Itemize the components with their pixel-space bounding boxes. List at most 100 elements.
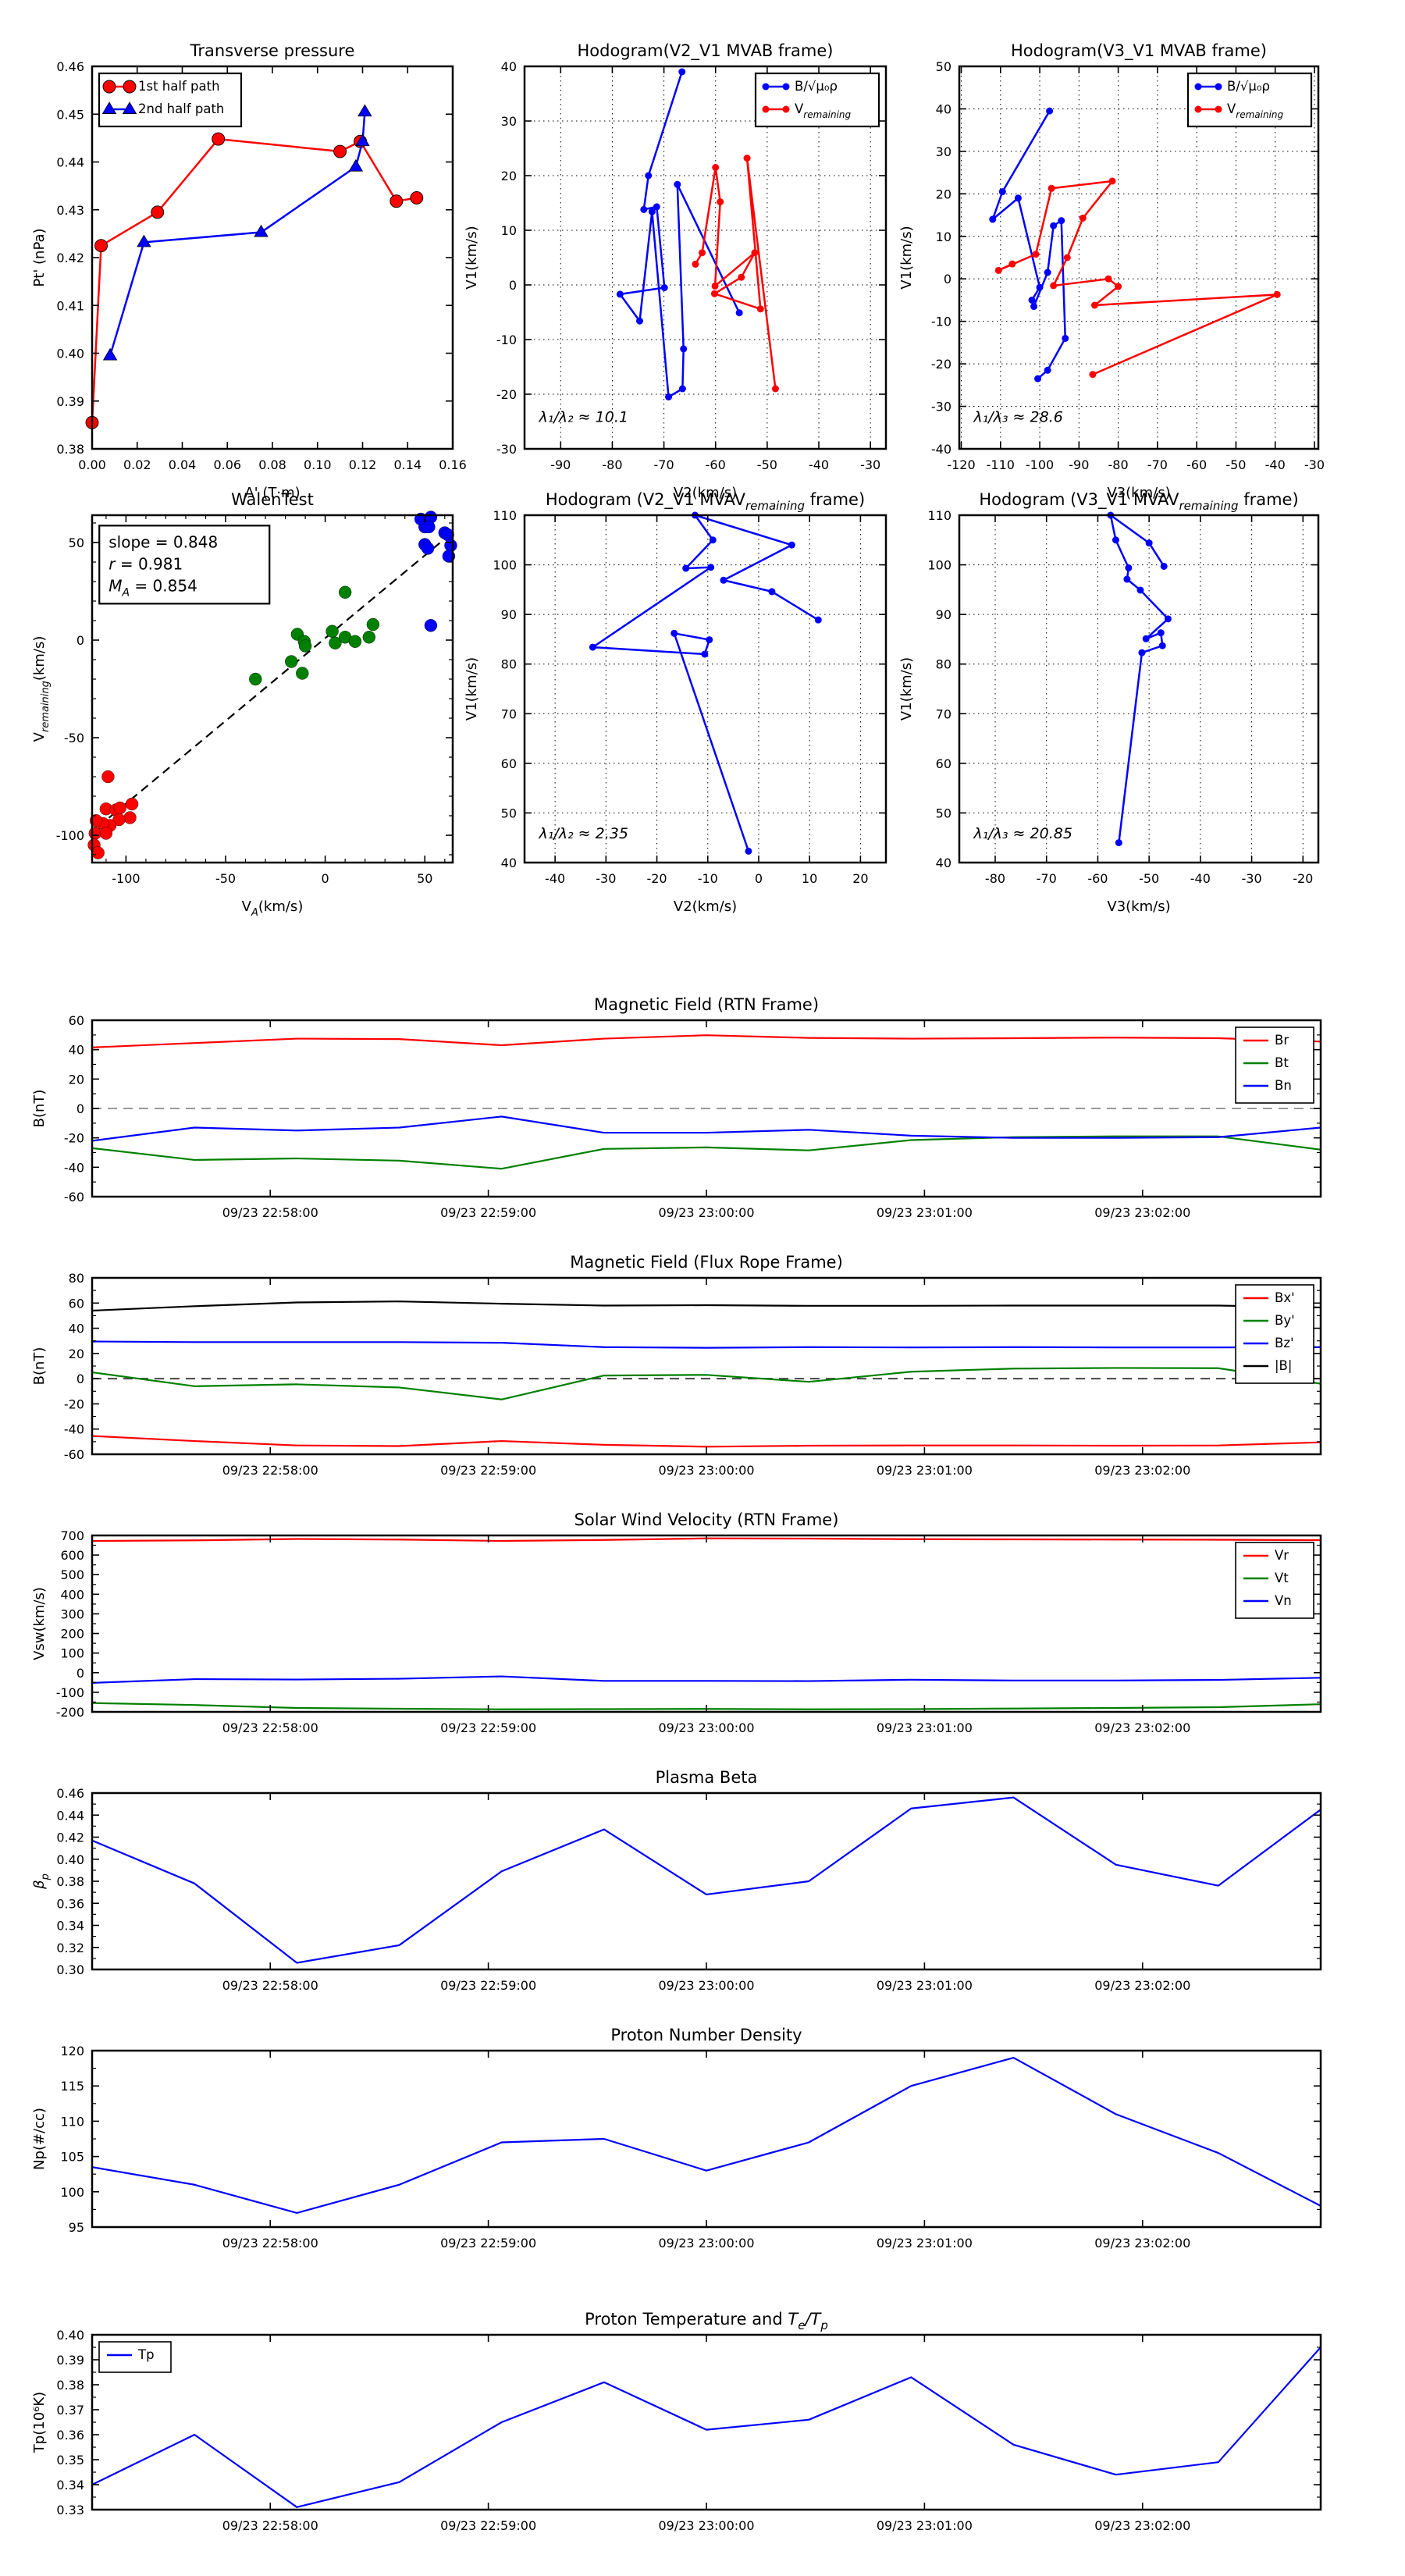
dot-marker	[788, 541, 795, 549]
chart-svg: -120 -110 -100 -90 -80 -70 -60 -50 -40 -30-40-30-…	[898, 41, 1325, 501]
y-tick-label: 80	[501, 657, 517, 672]
dot-marker	[1215, 83, 1222, 91]
x-tick-label: -40	[809, 457, 829, 472]
scatter-marker	[123, 811, 137, 824]
x-tick-label: -20	[646, 871, 667, 886]
legend-box	[754, 72, 880, 128]
y-tick-label: 40	[501, 856, 517, 870]
dot-marker	[1050, 282, 1058, 290]
chart-title: Proton Temperature and Te/Tp	[585, 2310, 828, 2332]
x-tick-label: 09/23 23:02:00	[1094, 2518, 1190, 2533]
y-tick-label: 0.41	[56, 298, 84, 313]
x-tick-label: -70	[654, 457, 674, 472]
dot-marker	[665, 393, 673, 400]
y-tick-label: 0	[509, 278, 517, 293]
x-tick-label: 09/23 23:00:00	[658, 2236, 754, 2250]
x-tick-label: -50	[215, 871, 236, 886]
y-tick-label: 80	[936, 657, 951, 672]
dot-marker	[1108, 177, 1116, 185]
dot-marker	[1032, 251, 1040, 258]
x-axis-label: V3(km/s)	[1107, 485, 1170, 501]
panel-plasma-beta: 09/23 22:58:00 09/23 22:59:00 09/23 23:00:…	[14, 1754, 1405, 2033]
legend-label: |B|	[1275, 1358, 1292, 1373]
dot-marker	[1115, 839, 1122, 847]
x-tick-label: -120	[947, 457, 975, 472]
y-tick-label: 0.40	[56, 347, 84, 361]
scatter-marker	[366, 617, 380, 632]
x-tick-label: -50	[1139, 871, 1159, 886]
dot-marker	[745, 847, 752, 855]
x-tick-label: 09/23 23:01:00	[877, 1205, 973, 1220]
scatter-marker	[88, 827, 102, 840]
panel-hodogram-v3v1-mvab: -120 -110 -100 -90 -80 -70 -60 -50 -40 -30 -40 -30-…	[881, 27, 1403, 513]
dot-marker	[1158, 642, 1166, 649]
dot-marker	[1014, 194, 1022, 202]
chart-title: Hodogram(V3_V1 MVAB frame)	[1011, 41, 1267, 61]
x-tick-label: 09/23 22:58:00	[222, 1463, 318, 1478]
x-tick-label: 0.14	[393, 457, 422, 472]
x-tick-label: -10	[698, 871, 718, 886]
annotation-text: λ₁/λ₂ ≈ 2.35	[539, 825, 628, 842]
dot-marker	[682, 564, 690, 572]
y-tick-label: 60	[501, 756, 517, 771]
panel-proton-temperature: 09/23 22:58:00 09/23 22:59:00 09/23 23:00:…	[14, 2296, 1405, 2574]
y-tick-label: 20	[69, 1072, 84, 1087]
x-tick-label: -50	[757, 457, 777, 472]
dot-marker	[1028, 296, 1036, 304]
panel-magnetic-field-fluxrope: 09/23 22:58:00 09/23 22:59:00 09/23 23:00:…	[14, 1239, 1405, 1518]
y-tick-label: 50	[936, 59, 951, 74]
dot-marker	[1030, 303, 1038, 311]
chart-svg: 09/23 22:58:00 09/23 22:59:00 09/23 23:00:…	[31, 1253, 1322, 1478]
annotation-text: MA = 0.854	[108, 576, 197, 599]
chart-title: Solar Wind Velocity (RTN Frame)	[574, 1510, 839, 1529]
x-tick-label: 09/23 22:58:00	[222, 1720, 318, 1735]
y-tick-label: 50	[936, 806, 951, 820]
x-tick-label: 09/23 23:01:00	[877, 2236, 973, 2250]
y-tick-label: 90	[936, 607, 951, 622]
dot-marker	[712, 164, 720, 171]
axes-frame	[958, 65, 1320, 450]
x-tick-label: 09/23 23:01:00	[877, 1463, 973, 1478]
y-tick-label: -20	[931, 357, 951, 372]
circle-marker	[389, 194, 404, 208]
scatter-marker	[348, 635, 362, 648]
y-tick-label: 200	[60, 1627, 84, 1642]
dot-marker	[1036, 283, 1044, 291]
legend-label: Bt	[1275, 1055, 1289, 1070]
y-tick-label: 105	[60, 2150, 84, 2165]
x-tick-label: 09/23 23:02:00	[1094, 1720, 1190, 1735]
dot-marker	[1136, 586, 1144, 594]
dot-marker	[674, 180, 681, 188]
axes-frame	[91, 514, 454, 864]
x-tick-label: -30	[1304, 457, 1325, 472]
legend-label: Vt	[1275, 1571, 1289, 1585]
x-tick-label: 09/23 23:00:00	[658, 1463, 754, 1478]
dot-marker	[1125, 564, 1133, 571]
legend-label: Br	[1275, 1033, 1289, 1048]
y-tick-label: 0	[76, 1666, 84, 1681]
dot-marker	[998, 188, 1006, 196]
y-tick-label: 0.46	[56, 1786, 84, 1801]
dot-marker	[1062, 334, 1069, 342]
triangle-marker	[348, 158, 364, 172]
axes-frame	[523, 65, 887, 450]
y-axis-label: V1(km/s)	[464, 657, 480, 720]
x-tick-label: 0.00	[78, 457, 106, 472]
y-tick-label: 90	[501, 607, 517, 622]
y-axis-label: βp	[31, 1873, 52, 1890]
x-tick-label: 09/23 23:01:00	[877, 1978, 973, 1993]
y-tick-label: -20	[496, 387, 517, 402]
dot-marker	[1164, 615, 1172, 623]
x-tick-label: 09/23 23:00:00	[658, 2518, 754, 2533]
dot-marker	[1044, 269, 1051, 276]
chart-title: Plasma Beta	[656, 1768, 758, 1787]
dot-marker	[1034, 375, 1042, 382]
y-tick-label: 120	[60, 2044, 84, 2058]
x-tick-label: 09/23 23:02:00	[1094, 1205, 1190, 1220]
y-tick-label: 50	[69, 535, 84, 550]
dot-marker	[692, 260, 699, 268]
dot-marker	[640, 205, 648, 213]
y-tick-label: -100	[56, 828, 84, 843]
x-tick-label: -80	[985, 871, 1005, 886]
dot-marker	[635, 317, 643, 325]
